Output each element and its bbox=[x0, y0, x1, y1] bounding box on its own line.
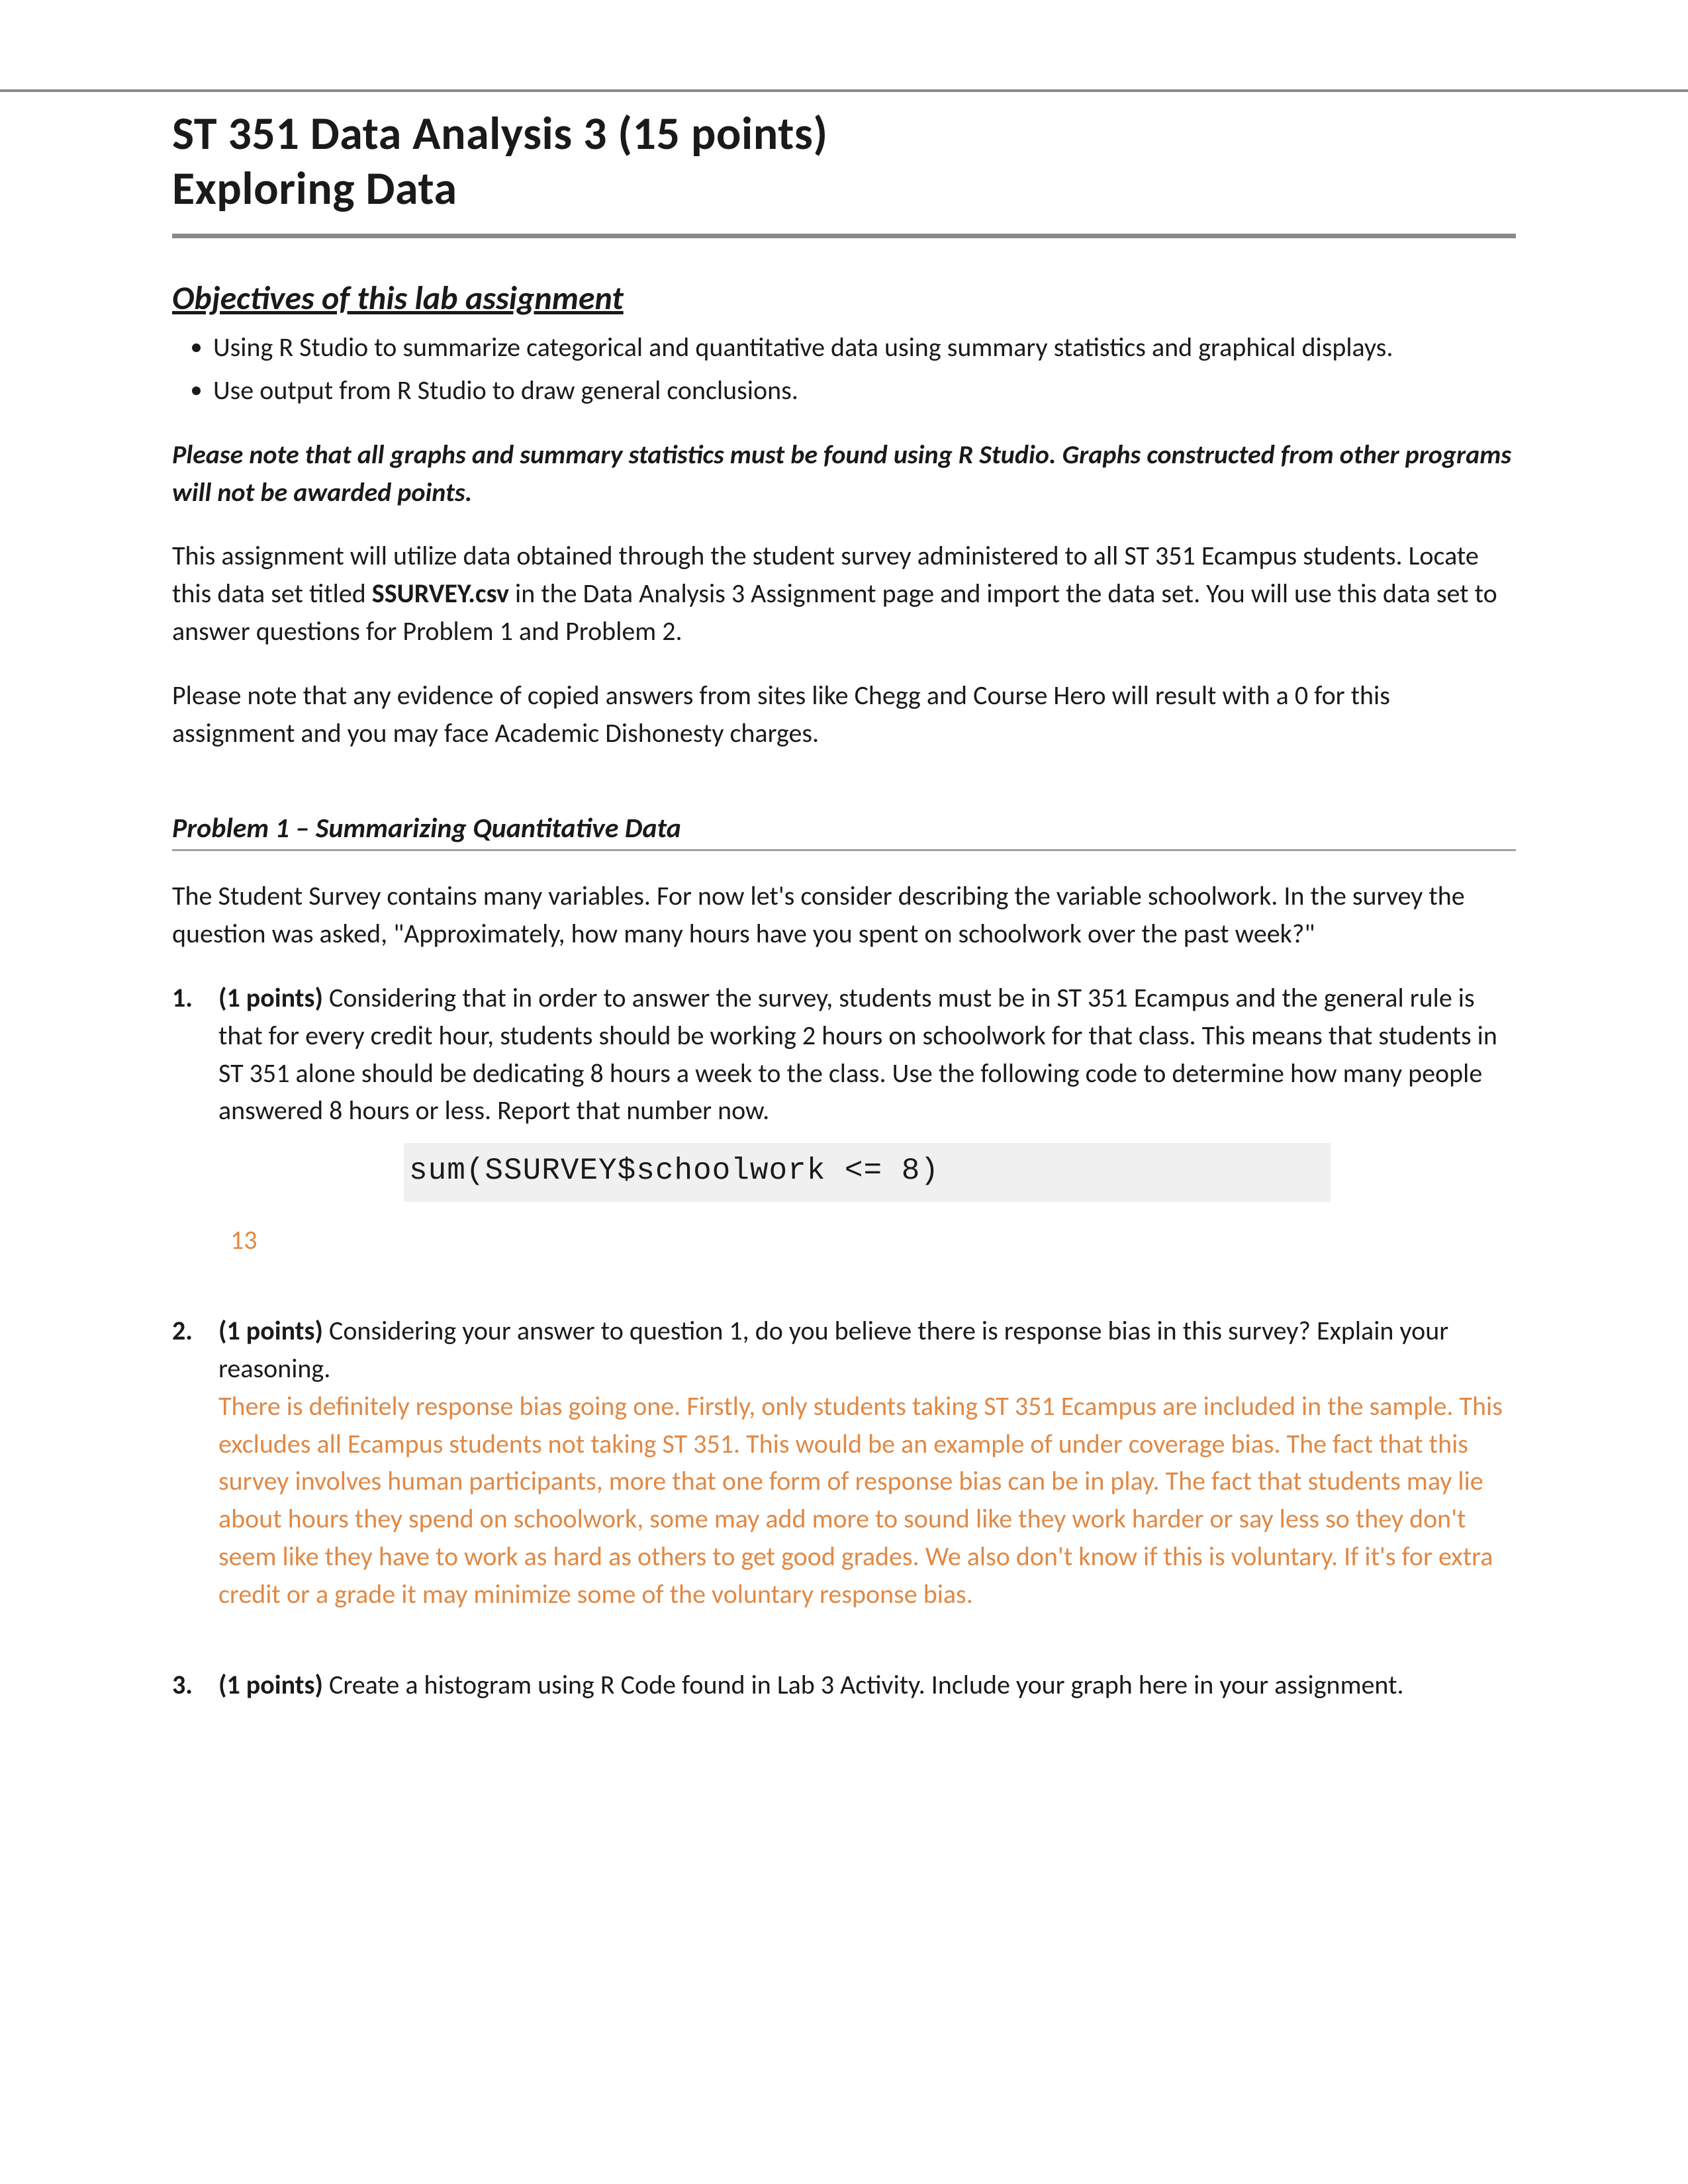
objectives-item: Use output from R Studio to draw general… bbox=[213, 372, 1516, 410]
q2-answer: There is definitely response bias going … bbox=[218, 1388, 1516, 1614]
question-1: (1 points) Considering that in order to … bbox=[172, 979, 1516, 1259]
intro-paragraph-2: Please note that any evidence of copied … bbox=[172, 677, 1516, 752]
q1-code-block: sum(SSURVEY$schoolwork <= 8) bbox=[404, 1143, 1331, 1202]
q1-text: Considering that in order to answer the … bbox=[218, 981, 1497, 1126]
q3-text: Create a histogram using R Code found in… bbox=[323, 1668, 1404, 1701]
dataset-filename: SSURVEY.csv bbox=[372, 577, 509, 610]
top-horizontal-rule bbox=[0, 89, 1688, 92]
question-3: (1 points) Create a histogram using R Co… bbox=[172, 1666, 1516, 1704]
q3-points: (1 points) bbox=[218, 1668, 323, 1701]
objectives-heading: Objectives of this lab assignment bbox=[172, 278, 1516, 318]
question-2: (1 points) Considering your answer to qu… bbox=[172, 1312, 1516, 1613]
problem-list: (1 points) Considering that in order to … bbox=[172, 979, 1516, 1704]
objectives-item: Using R Studio to summarize categorical … bbox=[213, 329, 1516, 367]
problem-1-heading: Problem 1 – Summarizing Quantitative Dat… bbox=[172, 811, 1516, 845]
title-line-2: Exploring Data bbox=[172, 161, 1516, 216]
objectives-list: Using R Studio to summarize categorical … bbox=[172, 329, 1516, 410]
rstudio-note: Please note that all graphs and summary … bbox=[172, 436, 1516, 512]
title-block: ST 351 Data Analysis 3 (15 points) Explo… bbox=[172, 106, 1516, 215]
q2-text: Considering your answer to question 1, d… bbox=[218, 1314, 1448, 1385]
problem-1-lead: The Student Survey contains many variabl… bbox=[172, 878, 1516, 953]
q1-points: (1 points) bbox=[218, 981, 323, 1014]
intro-paragraph-1: This assignment will utilize data obtain… bbox=[172, 537, 1516, 650]
title-underline-rule bbox=[172, 234, 1516, 238]
q1-answer: 13 bbox=[230, 1222, 1516, 1259]
title-line-1: ST 351 Data Analysis 3 (15 points) bbox=[172, 106, 1516, 161]
problem-1-rule bbox=[172, 849, 1516, 851]
document-page: ST 351 Data Analysis 3 (15 points) Explo… bbox=[0, 0, 1688, 2184]
q2-points: (1 points) bbox=[218, 1314, 323, 1347]
